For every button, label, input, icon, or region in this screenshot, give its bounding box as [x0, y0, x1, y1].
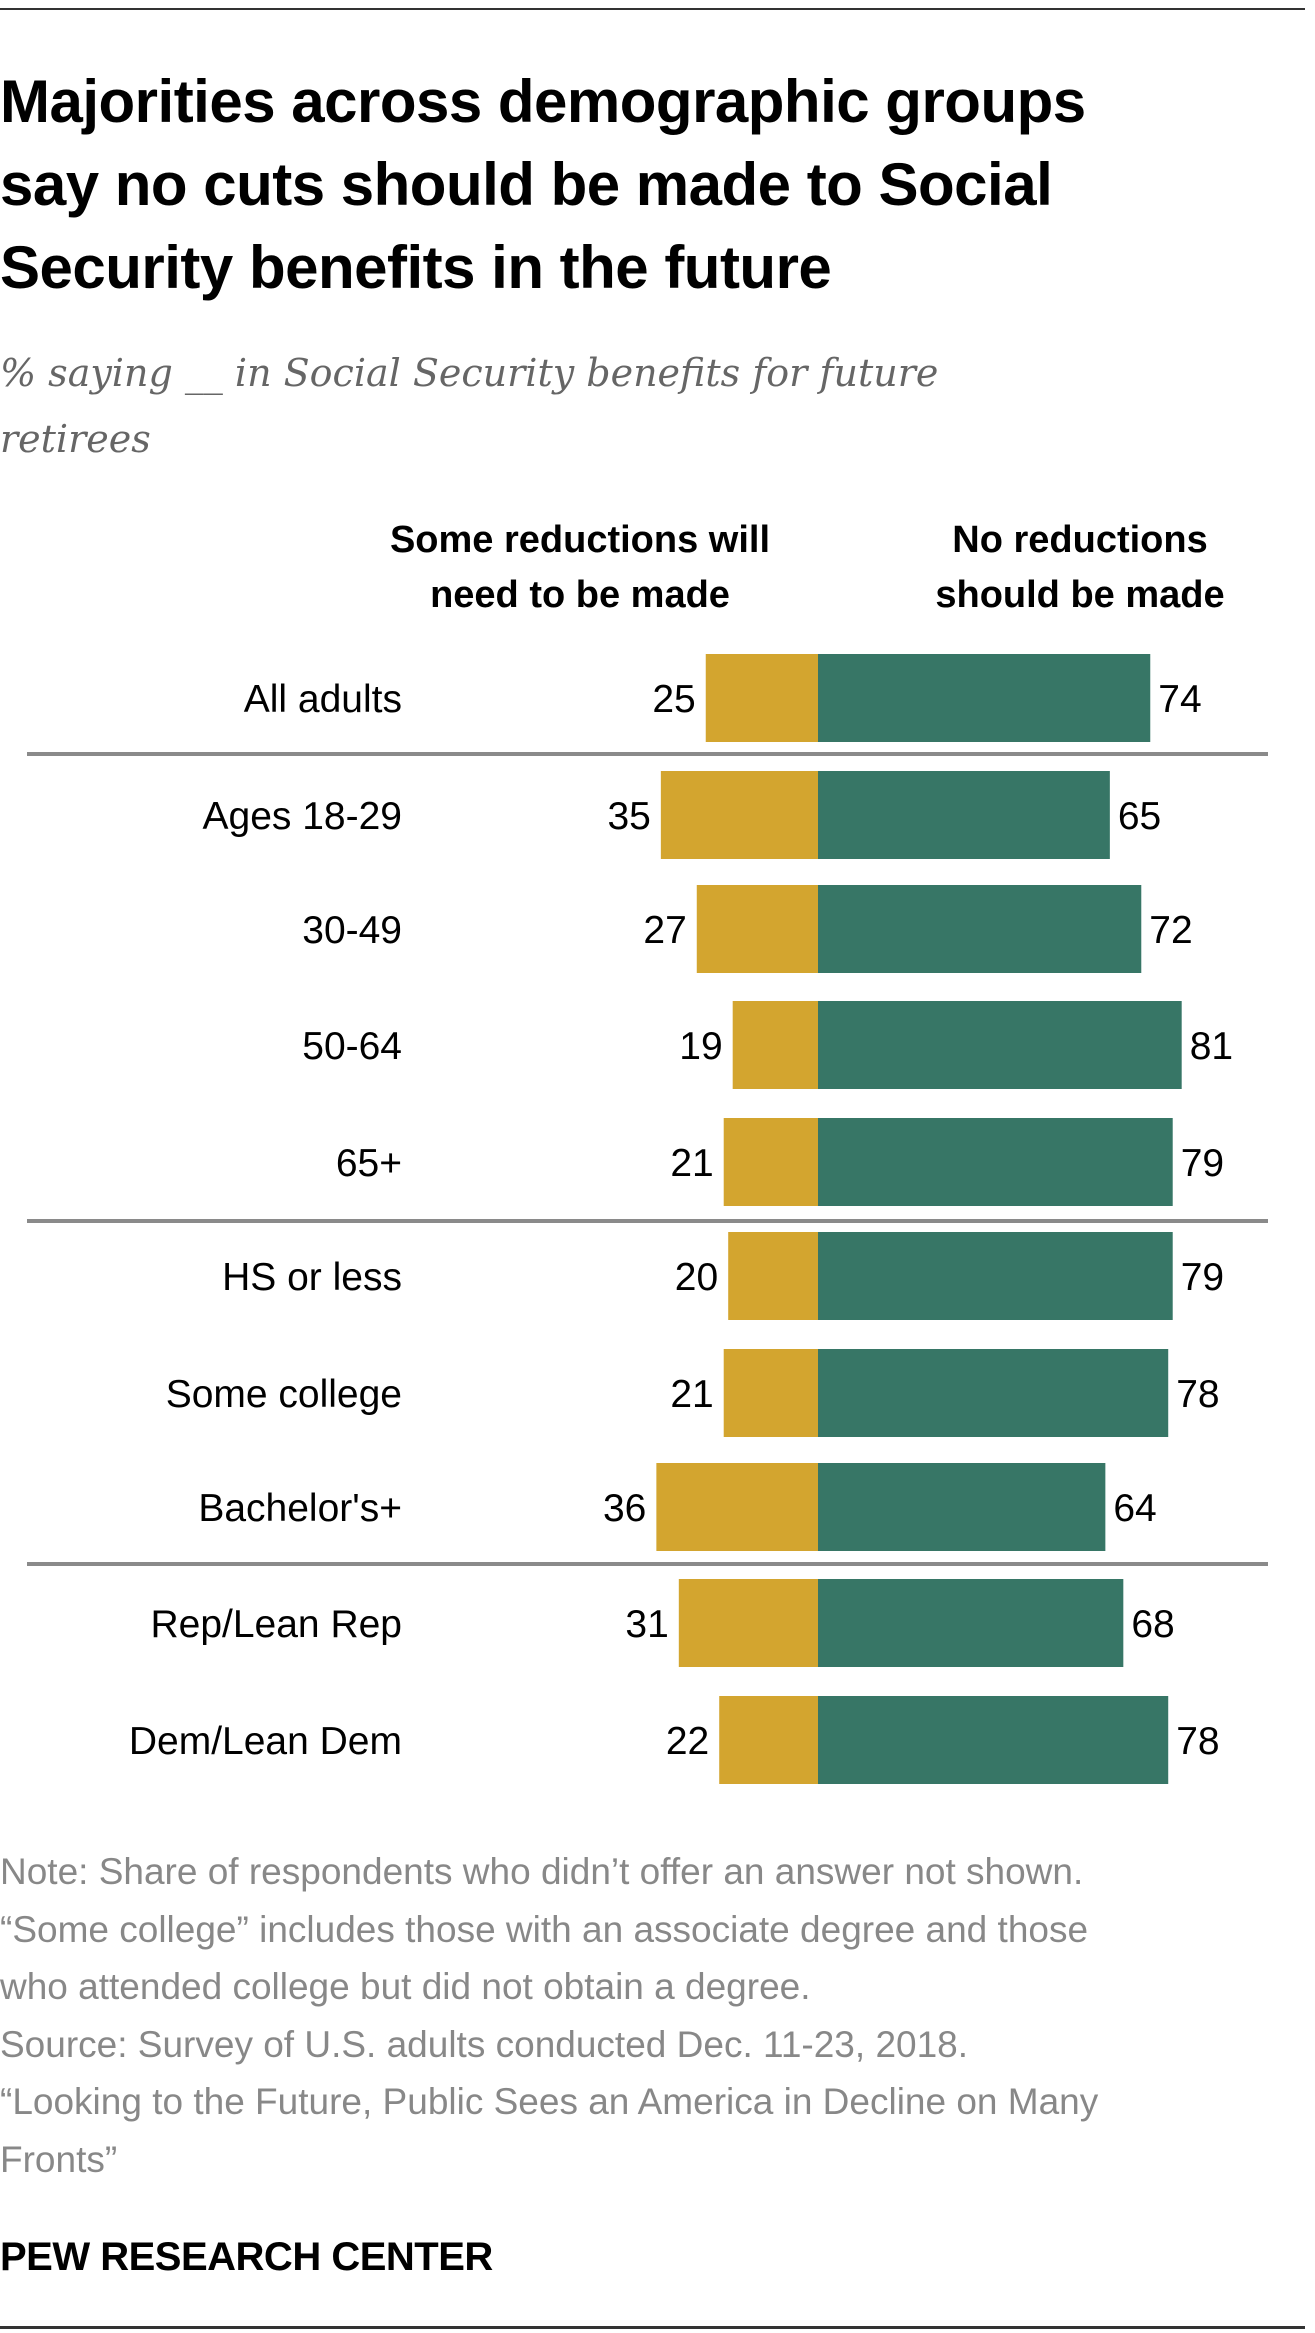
chart-subtitle-line: % saying __ in Social Security benefits …: [0, 351, 939, 395]
bar-some-reductions: [732, 1001, 818, 1089]
category-label: Ages 18-29: [203, 795, 402, 838]
legend-label-line: should be made: [935, 574, 1225, 616]
category-label: Bachelor's+: [198, 1487, 402, 1530]
note-line: Note: Share of respondents who didn’t of…: [0, 1851, 1084, 1892]
category-label: All adults: [244, 678, 402, 721]
source-line: Source: Survey of U.S. adults conducted …: [0, 2023, 969, 2065]
report-title-line: Fronts”: [0, 2138, 118, 2180]
bar-some-reductions: [678, 1579, 818, 1667]
value-label-some-reductions: 20: [675, 1256, 718, 1299]
bar-no-reductions: [818, 1463, 1106, 1551]
value-label-no-reductions: 78: [1176, 1373, 1219, 1416]
bar-some-reductions: [660, 771, 818, 859]
bar-no-reductions: [818, 1696, 1169, 1784]
legend-label-line: Some reductions will: [389, 519, 771, 561]
diverging-bar-chart: All adults 25 74 Ages 18-29 35 65 30-49 27 72 50-…: [27, 654, 1268, 1784]
pew-logo-text: PEW RESEARCH CENTER: [0, 2235, 493, 2279]
bar-no-reductions: [818, 885, 1142, 973]
legend-label-line: need to be made: [430, 574, 730, 616]
bar-some-reductions: [728, 1232, 818, 1320]
chart-title-line: say no cuts should be made to Social: [0, 151, 1053, 218]
value-label-some-reductions: 31: [625, 1603, 668, 1646]
bar-no-reductions: [818, 1118, 1173, 1206]
value-label-some-reductions: 21: [670, 1142, 713, 1185]
value-label-some-reductions: 36: [603, 1487, 646, 1530]
value-label-no-reductions: 79: [1181, 1256, 1224, 1299]
note-line: who attended college but did not obtain …: [0, 1966, 811, 2007]
bar-no-reductions: [818, 1349, 1169, 1437]
bar-no-reductions: [818, 1579, 1124, 1667]
value-label-no-reductions: 65: [1118, 795, 1161, 838]
category-label: 65+: [336, 1142, 402, 1185]
value-label-no-reductions: 72: [1149, 909, 1192, 952]
group-separator: [27, 1219, 1268, 1223]
top-rule: [0, 8, 1305, 10]
bar-some-reductions: [656, 1463, 818, 1551]
legend-some-reductions: Some reductions will need to be made: [340, 513, 820, 623]
bar-some-reductions: [705, 654, 818, 742]
bar-some-reductions: [719, 1696, 818, 1784]
group-separator: [27, 1562, 1268, 1566]
legend-label-line: No reductions: [952, 519, 1208, 561]
chart-subtitle: % saying __ in Social Security benefits …: [0, 340, 1180, 472]
bottom-rule: [0, 2326, 1305, 2329]
chart-title-line: Security benefits in the future: [0, 234, 832, 301]
value-label-some-reductions: 19: [679, 1025, 722, 1068]
chart-subtitle-line: retirees: [0, 417, 151, 461]
value-label-no-reductions: 64: [1113, 1487, 1156, 1530]
note-line: “Some college” includes those with an as…: [0, 1908, 1089, 1950]
chart-notes: Note: Share of respondents who didn’t of…: [0, 1843, 1300, 2188]
category-label: Some college: [166, 1373, 402, 1416]
chart-title: Majorities across demographic groups say…: [0, 60, 1290, 309]
bar-some-reductions: [723, 1349, 818, 1437]
value-label-some-reductions: 22: [666, 1720, 709, 1763]
value-label-no-reductions: 78: [1176, 1720, 1219, 1763]
value-label-no-reductions: 68: [1131, 1603, 1174, 1646]
chart-title-line: Majorities across demographic groups: [0, 68, 1086, 135]
category-label: Rep/Lean Rep: [150, 1603, 402, 1646]
bar-some-reductions: [723, 1118, 818, 1206]
bar-no-reductions: [818, 1001, 1182, 1089]
category-label: HS or less: [222, 1256, 402, 1299]
group-separator: [27, 752, 1268, 756]
category-label: 30-49: [302, 909, 402, 952]
category-label: Dem/Lean Dem: [129, 1720, 402, 1763]
bar-no-reductions: [818, 771, 1110, 859]
value-label-some-reductions: 35: [607, 795, 650, 838]
category-label: 50-64: [302, 1025, 402, 1068]
value-label-no-reductions: 79: [1181, 1142, 1224, 1185]
bar-no-reductions: [818, 654, 1151, 742]
bar-no-reductions: [818, 1232, 1173, 1320]
value-label-no-reductions: 74: [1158, 678, 1201, 721]
value-label-some-reductions: 27: [643, 909, 686, 952]
value-label-some-reductions: 21: [670, 1373, 713, 1416]
legend-no-reductions: No reductions should be made: [880, 513, 1280, 623]
value-label-some-reductions: 25: [652, 678, 695, 721]
value-label-no-reductions: 81: [1190, 1025, 1233, 1068]
report-title-line: “Looking to the Future, Public Sees an A…: [0, 2081, 1099, 2122]
bar-some-reductions: [696, 885, 818, 973]
